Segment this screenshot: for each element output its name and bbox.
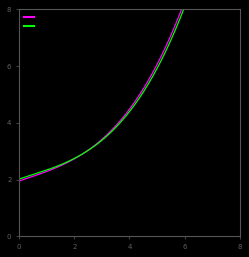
Legend:  ,  : , xyxy=(23,13,40,31)
